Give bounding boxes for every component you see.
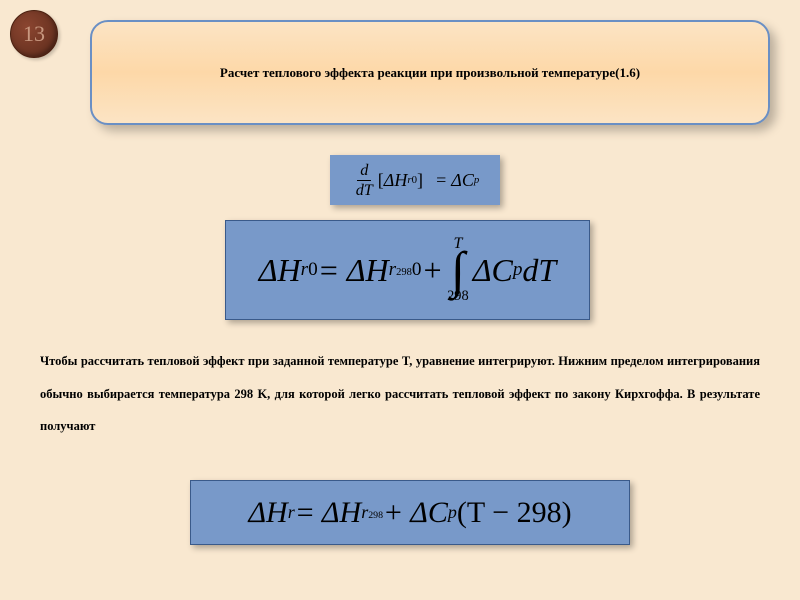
- f2-plus: +: [422, 252, 444, 289]
- page-number-text: 13: [23, 21, 45, 47]
- f2-integrand1: ΔC: [473, 252, 513, 289]
- f3-eq: = Δ: [295, 496, 340, 530]
- formula-result: ΔHr = ΔHr298 + ΔCp (T − 298): [190, 480, 630, 545]
- f3-lhs: ΔH: [248, 496, 287, 530]
- f2-lhs: ΔH: [259, 252, 301, 289]
- f3-rhs1-subnum: 298: [368, 510, 383, 521]
- f1-var: H: [394, 170, 407, 191]
- f2-lhs-sub: r: [301, 259, 308, 281]
- f2-rhs1-sub: r: [389, 259, 396, 280]
- f2-rhs1: H: [366, 252, 389, 289]
- body-text: Чтобы рассчитать тепловой эффект при зад…: [40, 345, 760, 443]
- formula-kirchhoff-differential: d dT [ΔHr0] = ΔCp: [330, 155, 500, 205]
- frac-numerator: d: [357, 161, 371, 181]
- f2-rhs1-sup: 0: [412, 259, 422, 281]
- f3-cp: C: [428, 496, 448, 530]
- fraction: d dT: [353, 161, 376, 200]
- f3-rhs1: H: [340, 496, 362, 530]
- f2-eq: = Δ: [318, 252, 366, 289]
- header-box: Расчет теплового эффекта реакции при про…: [90, 20, 770, 125]
- f2-integrand2: dT: [522, 252, 556, 289]
- f2-integrand1-sub: p: [513, 259, 523, 281]
- int-lower: 298: [447, 288, 469, 305]
- f2-rhs1-subnum: 298: [396, 267, 412, 278]
- f2-lhs-sup: 0: [308, 259, 318, 281]
- integral-block: T ∫ 298: [447, 235, 469, 306]
- f1-delta: Δ: [384, 170, 395, 191]
- f3-plus: + Δ: [383, 496, 428, 530]
- page-number-badge: 13: [10, 10, 58, 58]
- frac-denominator: dT: [353, 181, 376, 200]
- f3-tail: (T − 298): [457, 496, 572, 530]
- integral-icon: ∫: [451, 253, 465, 289]
- f1-rhs-var: C: [462, 170, 474, 191]
- formula-integral: ΔHr0 = ΔHr2980 + T ∫ 298 ΔCpdT: [225, 220, 590, 320]
- header-title: Расчет теплового эффекта реакции при про…: [220, 65, 640, 81]
- f1-rhs-delta: = Δ: [435, 170, 462, 191]
- f3-cp-sub: p: [448, 502, 457, 523]
- f3-lhs-sub: r: [288, 502, 295, 523]
- f1-rhs-sub: p: [474, 174, 479, 186]
